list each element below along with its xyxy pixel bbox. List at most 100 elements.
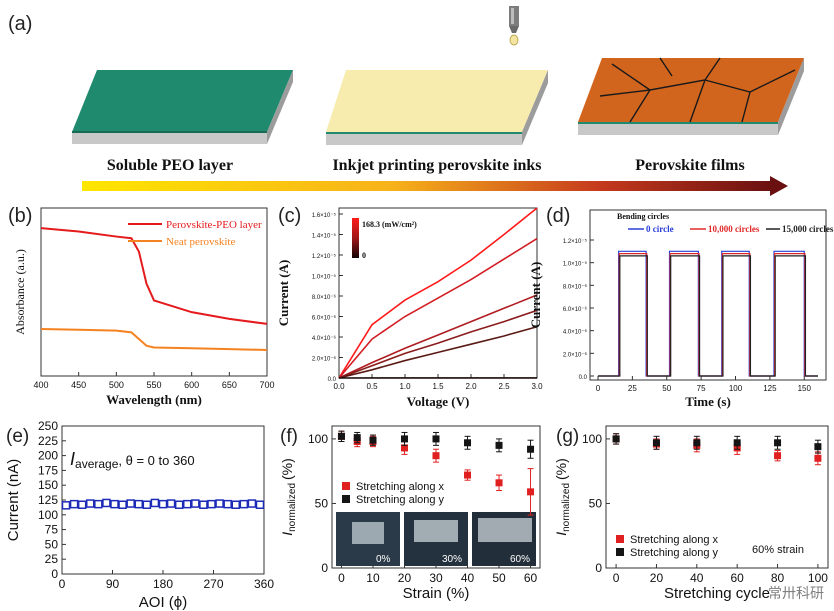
panel-g-xtick-label: 0	[613, 571, 620, 585]
photo-label-60: 60%	[510, 554, 530, 565]
panel-f-point-0	[400, 444, 408, 452]
panel-f-ylabel: Inormalized (%)	[279, 458, 298, 536]
panel-g-ylabel-sub: normalized	[561, 483, 572, 532]
panel-e-point	[110, 499, 119, 509]
panel-e-point	[86, 499, 95, 508]
peo-slab	[72, 70, 293, 144]
panel-e-xlabel: AOI (ϕ)	[139, 594, 187, 611]
panel-c-line-4	[338, 325, 538, 379]
panel-e-point	[118, 500, 127, 509]
panel-f-legend-x: Stretching along x	[356, 481, 445, 493]
panel-e-point	[215, 499, 224, 508]
panel-d-line-1	[598, 253, 818, 377]
panel-f-legend-y: Stretching along y	[356, 494, 445, 506]
panel-b: (b) 400 450 500 550 600 650 700 Wavelength (nm…	[8, 205, 275, 407]
panel-e: (e) 0 90 180 270 360 025507510012515017520022…	[5, 419, 274, 611]
watermark: 常卅科研	[768, 585, 824, 601]
panel-e-series	[61, 498, 265, 510]
panel-g-point-0	[814, 454, 822, 462]
panel-c-ytick-label: 8.0×10⁻⁶	[312, 294, 337, 301]
panel-g-xtick-label: 40	[690, 571, 704, 585]
panel-c-xtick-label: 0.0	[333, 382, 345, 391]
photo-label-30: 30%	[442, 554, 462, 565]
panel-f-point-0	[464, 471, 472, 479]
panel-g-xtick-label: 100	[808, 571, 828, 585]
panel-c-series	[338, 207, 538, 379]
panel-f-xtick-label: 40	[461, 571, 475, 585]
panel-g-xtick-label: 60	[731, 571, 745, 585]
panel-d-ytick-label: 8.0×10⁻⁶	[563, 283, 588, 290]
film-side-face	[778, 58, 804, 135]
panel-e-point	[231, 500, 240, 509]
panel-e-ytick-label: 200	[38, 449, 58, 463]
panel-g-ytick-label: 100	[582, 432, 602, 446]
panel-f: (f) 0% 30% 60% 0 10 20 30 40 50 60 0 50 100 Stret…	[279, 425, 541, 602]
panel-c-ytick-label: 1.0×10⁻⁵	[312, 274, 337, 281]
panel-g-ytick-label: 50	[589, 496, 603, 510]
panel-e-point	[134, 499, 143, 509]
panel-c-xtick-label: 1.0	[399, 382, 411, 391]
panel-f-point-1	[432, 435, 440, 443]
panel-c-ytick-label: 1.2×10⁻⁵	[312, 253, 337, 260]
panel-d-series	[598, 250, 818, 377]
panel-c-colorbar-top: 168.3 (mW/cm²)	[362, 220, 417, 229]
panel-c-ytick-label: 2.0×10⁻⁶	[312, 356, 337, 363]
panel-c-line-3	[338, 309, 538, 379]
panel-a-label: (a)	[8, 13, 32, 35]
panel-f-point-1	[353, 434, 361, 442]
panel-d-xtick-label: 50	[662, 384, 671, 393]
panel-d-ytick-label: 1.0×10⁻⁵	[563, 261, 588, 268]
panel-e-point	[150, 498, 160, 508]
panel-b-xticks: 400 450 500 550 600 650 700	[33, 372, 275, 390]
panel-d-xtick-label: 150	[798, 384, 812, 393]
panel-f-ylabel-unit: (%)	[279, 458, 295, 480]
panel-f-point-1	[369, 436, 377, 444]
panel-f-photos: 0% 30% 60%	[336, 512, 536, 566]
panel-e-point	[69, 499, 79, 509]
panel-g-point-1	[612, 435, 620, 443]
panel-g-label: (g)	[556, 426, 579, 447]
peo-front-face	[72, 132, 267, 144]
panel-b-xtick-label: 700	[259, 380, 274, 390]
panel-b-xtick-label: 450	[71, 380, 86, 390]
panel-b-line-0	[40, 227, 268, 325]
panel-g-legend-swatch-x	[616, 535, 624, 543]
panel-f-point-1	[495, 441, 503, 449]
panel-e-point	[94, 499, 103, 509]
panel-d-legend-title: Bending circles	[617, 212, 669, 221]
stage-label-peo: Soluble PEO layer	[107, 157, 233, 174]
panel-e-point	[191, 499, 200, 508]
panel-g-ylabel-unit: (%)	[553, 458, 569, 480]
panel-c-ytick-label: 1.4×10⁻⁵	[312, 233, 337, 240]
panel-g-annotation: 60% strain	[752, 544, 804, 556]
panel-d-legend-0: 0 circle	[646, 224, 674, 234]
panel-f-xtick-label: 50	[492, 571, 506, 585]
panel-g-ticks: 0 20 40 60 80 100 0 50 100	[582, 432, 828, 585]
panel-d-line-2	[598, 255, 818, 377]
ink-slab	[326, 70, 548, 145]
panel-d-legend-1: 10,000 circles	[708, 224, 760, 234]
panel-d-label: (d)	[546, 205, 570, 227]
panel-f-legend-swatch-y	[342, 495, 350, 503]
panel-d-xtick-label: 75	[697, 384, 706, 393]
panel-f-ytick-label: 100	[308, 432, 328, 446]
panel-d: (d) 0 25 50 75 100 125 150 0.0 2.0×10⁻⁶ 4.0×10⁻⁶ 6…	[528, 205, 834, 409]
panel-e-xtick-label: 90	[106, 577, 120, 591]
inkjet-nozzle-icon	[509, 6, 519, 46]
stage-label-film: Perovskite films	[635, 157, 744, 174]
panel-b-xlabel: Wavelength (nm)	[106, 392, 202, 407]
photo-label-0: 0%	[376, 554, 391, 565]
panel-g-series	[612, 433, 822, 466]
panel-f-ylabel-main: I	[279, 532, 295, 536]
panel-e-point	[126, 499, 135, 508]
panel-d-ticks: 0 25 50 75 100 125 150 0.0 2.0×10⁻⁶ 4.0×10⁻⁶ 6.0×1…	[563, 238, 812, 393]
panel-f-point-0	[527, 488, 535, 496]
stage-label-ink: Inkjet printing perovskite inks	[332, 157, 541, 174]
panel-f-legend-swatch-x	[342, 482, 350, 490]
panel-e-ytick-label: 125	[38, 493, 58, 507]
panel-g-ytick-label: 0	[595, 561, 602, 575]
ink-top-face	[326, 70, 548, 132]
panel-g-legend-y: Stretching along y	[630, 547, 719, 559]
panel-b-legend-peo: Perovskite-PEO layer	[166, 219, 262, 231]
panel-e-point	[239, 499, 249, 509]
